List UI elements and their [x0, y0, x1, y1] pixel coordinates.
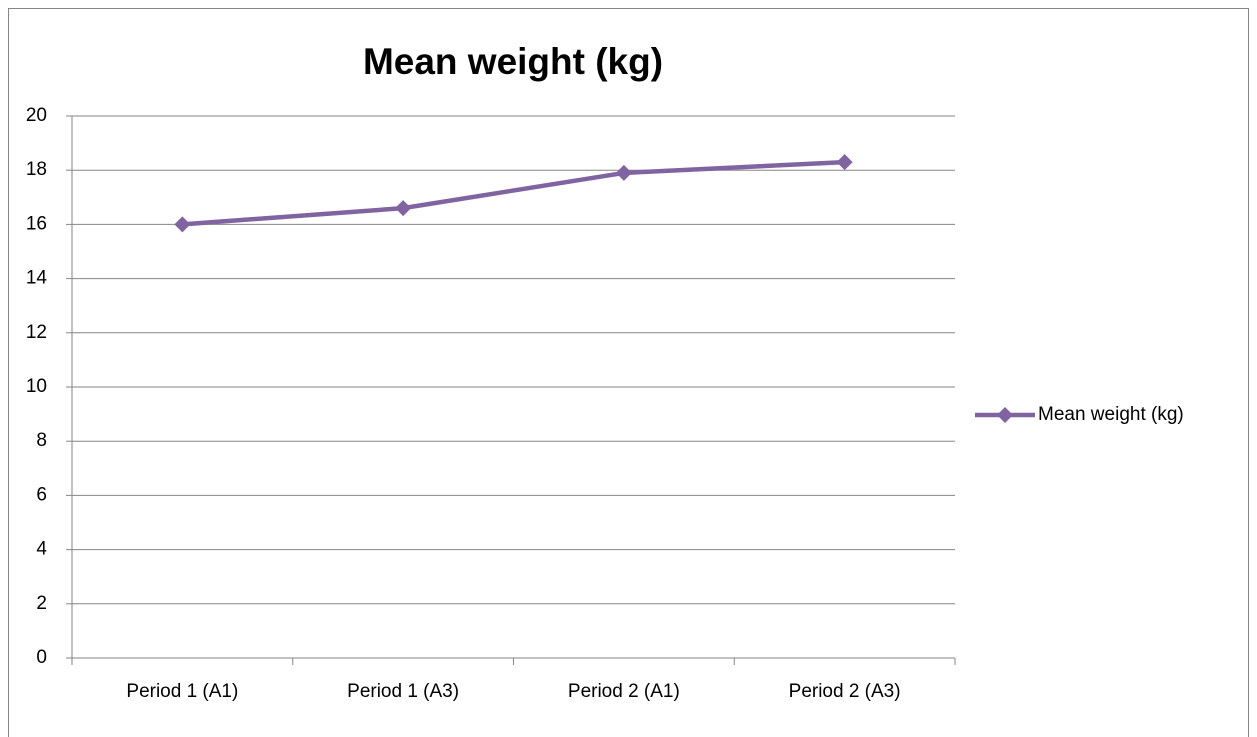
chart-border: [8, 8, 1249, 737]
y-tick-label: 2: [36, 593, 47, 614]
data-point: [836, 154, 853, 171]
y-tick-label: 10: [26, 376, 47, 397]
data-point: [615, 164, 632, 181]
data-point: [174, 216, 191, 233]
data-point: [395, 200, 412, 217]
y-tick-label: 16: [26, 213, 47, 234]
y-tick-label: 4: [36, 539, 47, 560]
chart-title: Mean weight (kg): [363, 41, 663, 82]
y-tick-label: 0: [36, 647, 47, 668]
legend-label: Mean weight (kg): [1038, 404, 1184, 425]
y-tick-label: 18: [26, 159, 47, 180]
x-tick-label: Period 1 (A1): [126, 681, 238, 702]
y-tick-label: 6: [36, 484, 47, 505]
y-tick-label: 12: [26, 322, 47, 343]
y-tick-label: 8: [36, 430, 47, 451]
y-tick-label: 20: [26, 105, 47, 126]
x-tick-label: Period 2 (A1): [568, 681, 680, 702]
series-line: [182, 159, 845, 227]
y-tick-label: 14: [26, 268, 48, 289]
x-tick-label: Period 1 (A3): [347, 681, 459, 702]
x-tick-label: Period 2 (A3): [789, 681, 901, 702]
legend-marker: [997, 407, 1013, 423]
